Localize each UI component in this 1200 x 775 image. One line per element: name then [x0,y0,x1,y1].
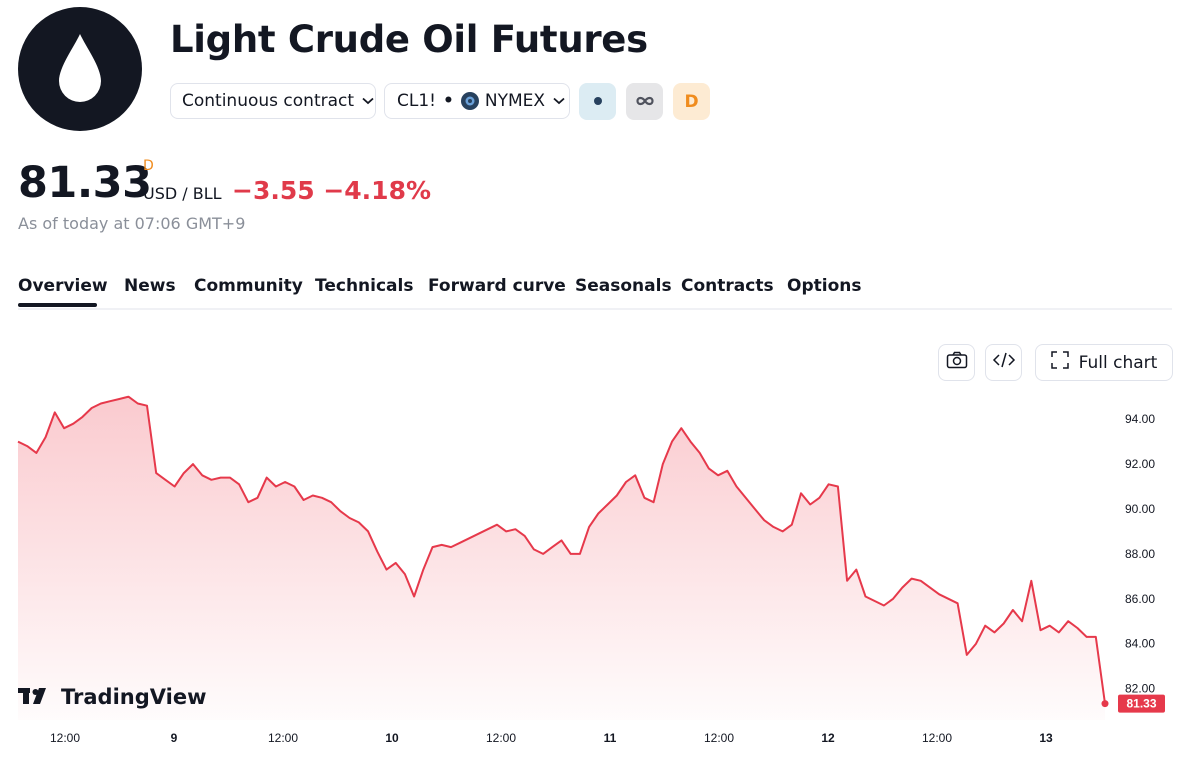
x-axis-tick-label: 12:00 [486,731,516,745]
camera-icon [946,351,968,374]
y-axis-tick-label: 86.00 [1125,592,1155,606]
full-chart-label: Full chart [1078,352,1158,373]
contract-select[interactable]: Continuous contract [170,83,376,119]
x-axis-tick-label: 9 [171,731,178,745]
tab-community[interactable]: Community [194,276,303,296]
tab-bar: Overview News Community Technicals Forwa… [18,268,1172,310]
y-axis-tick-label: 92.00 [1125,457,1155,471]
y-axis-tick-label: 94.00 [1125,412,1155,426]
y-axis-tick-label: 88.00 [1125,547,1155,561]
last-price: 81.33 [18,158,152,208]
separator-dot: • [442,91,454,111]
x-axis-tick-label: 12:00 [704,731,734,745]
contract-select-label: Continuous contract [182,91,355,111]
x-axis-tick-label: 10 [385,731,399,745]
price-flag: D [143,158,154,174]
exchange-logo-icon [460,92,479,110]
tab-seasonals[interactable]: Seasonals [575,276,672,296]
tradingview-wordmark: TradingView [61,685,206,709]
embed-code-button[interactable] [985,344,1022,381]
tab-contracts[interactable]: Contracts [681,276,774,296]
x-axis-tick-label: 13 [1039,731,1053,745]
price-change: −3.55 −4.18% [232,176,432,205]
y-axis-tick-label: 90.00 [1125,502,1155,516]
delayed-data-badge[interactable]: D [673,83,710,120]
last-price-dot [1101,700,1109,708]
y-axis-tick-label: 82.00 [1125,682,1155,696]
tab-technicals[interactable]: Technicals [315,276,414,296]
snapshot-button[interactable] [938,344,975,381]
x-axis-tick-label: 11 [604,731,617,745]
tradingview-logo-icon [18,688,46,704]
code-icon [992,351,1016,374]
tab-overview[interactable]: Overview [18,276,108,296]
x-axis-tick-label: 12:00 [268,731,298,745]
market-status-dot-icon [593,93,603,111]
oil-drop-icon [18,7,142,131]
fullscreen-icon [1050,351,1069,374]
page-title: Light Crude Oil Futures [170,18,648,61]
symbol-select[interactable]: CL1! • NYMEX [384,83,570,119]
y-axis-tick-label: 84.00 [1125,637,1155,651]
symbol-label: CL1! [397,91,436,111]
last-price-tag-label: 81.33 [1126,697,1156,711]
x-axis-tick-label: 12 [821,731,835,745]
tab-forward-curve[interactable]: Forward curve [428,276,566,296]
infinity-icon [635,93,654,111]
tradingview-watermark: TradingView [18,685,206,709]
x-axis-tick-label: 12:00 [50,731,80,745]
chevron-down-icon [362,97,374,105]
price-chart[interactable]: 94.00 92.00 90.00 88.00 86.00 84.00 82.00 12:0… [0,390,1200,775]
full-chart-button[interactable]: Full chart [1035,344,1173,381]
last-price-tag: 81.33 [1118,694,1165,713]
price-area-fill [18,396,1105,720]
infinity-button[interactable] [626,83,663,120]
price-unit: USD / BLL [143,184,222,203]
chevron-down-icon [553,97,565,105]
as-of-timestamp: As of today at 07:06 GMT+9 [18,214,246,233]
x-axis-tick-label: 12:00 [922,731,952,745]
active-tab-indicator [18,303,97,307]
tab-options[interactable]: Options [787,276,862,296]
price-line [17,395,1106,704]
market-status-button[interactable] [579,83,616,120]
exchange-label: NYMEX [484,91,546,111]
tab-news[interactable]: News [124,276,176,296]
